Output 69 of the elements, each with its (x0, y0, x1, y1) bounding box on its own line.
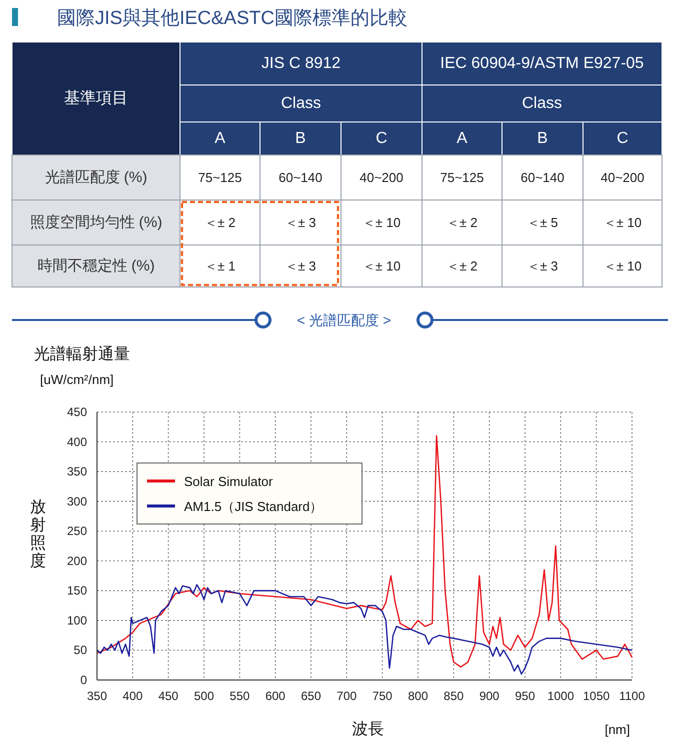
x-tick-label: 850 (444, 689, 464, 703)
text: C (616, 130, 628, 147)
text: A (214, 130, 226, 147)
x-axis-title: 波長 (352, 720, 384, 738)
text: Class (280, 95, 322, 112)
text: A (456, 130, 468, 147)
x-tick-label: 1000 (547, 689, 574, 703)
text: 基準項目 (64, 89, 128, 107)
y-tick-label: 100 (66, 613, 88, 628)
x-tick-label: 700 (336, 689, 357, 703)
text: Class (522, 95, 562, 112)
text: 60~140 (278, 170, 322, 185)
x-tick-label: 1100 (619, 689, 646, 703)
x-tick-label: 750 (372, 689, 393, 703)
text: 照度空間均勻性 (%) (30, 214, 162, 231)
text: B (295, 130, 306, 147)
text: ＜± 1 (204, 258, 236, 274)
text: ＜± 10 (362, 258, 401, 274)
line-series (96, 584, 633, 675)
text: ＜± 2 (446, 258, 478, 274)
y-tick-label: 400 (66, 434, 88, 449)
text: 40~200 (600, 170, 644, 185)
x-tick-label: 1050 (582, 689, 610, 703)
text: 國際JIS與其他IEC&ASTC國際標準的比較 (57, 8, 408, 29)
text: [nm] (604, 722, 630, 737)
chart-title: < 光譜匹配度 > (296, 312, 392, 328)
y-tick-label: 0 (80, 673, 88, 687)
text: ＜± 10 (603, 258, 642, 274)
text: 時間不穩定性 (%) (37, 258, 155, 274)
x-tick-label: 450 (158, 689, 179, 703)
y-tick-label: 350 (66, 464, 88, 479)
text: B (537, 130, 548, 147)
text: 40~200 (360, 170, 404, 185)
text: ＜± 3 (285, 215, 316, 230)
x-tick-label: 900 (479, 689, 500, 703)
x-tick-label: 600 (265, 689, 286, 703)
y-tick-label: 200 (66, 554, 88, 568)
text: ＜± 10 (603, 215, 642, 230)
text: ＜± 10 (362, 215, 401, 230)
text: ＜± 3 (285, 258, 316, 274)
x-tick-label: 350 (86, 689, 108, 703)
text: C (376, 130, 388, 147)
y-tick-label: 50 (74, 643, 88, 658)
x-tick-label: 800 (408, 689, 428, 703)
text: 光譜匹配度 (%) (44, 169, 148, 186)
line-series (96, 435, 633, 668)
text: 60~140 (520, 170, 564, 185)
legend-label: AM1.5（JIS Standard） (184, 499, 323, 514)
y-tick-label: 300 (66, 494, 88, 508)
text: 75~125 (198, 170, 242, 185)
x-tick-label: 950 (514, 689, 536, 703)
text: 放射照度 (30, 499, 46, 570)
legend-label: Solar Simulator (184, 474, 274, 489)
text: ＜± 2 (204, 215, 236, 230)
y-tick-label: 450 (66, 405, 88, 419)
text: ＜± 3 (527, 258, 558, 274)
x-tick-label: 400 (122, 689, 143, 703)
text: ＜± 5 (527, 215, 558, 230)
text: IEC 60904-9/ASTM E927-05 (440, 55, 644, 72)
y-tick-label: 250 (66, 524, 88, 538)
text: 75~125 (440, 170, 484, 185)
x-tick-label: 650 (300, 689, 322, 703)
text: ＜± 2 (446, 215, 478, 230)
text: JIS C 8912 (261, 55, 341, 72)
x-tick-label: 550 (230, 689, 250, 703)
text: [uW/cm²/nm] (40, 372, 114, 387)
y-axis-title: 光譜輻射通量 (34, 345, 130, 363)
x-tick-label: 500 (194, 689, 214, 703)
y-tick-label: 150 (66, 584, 88, 598)
